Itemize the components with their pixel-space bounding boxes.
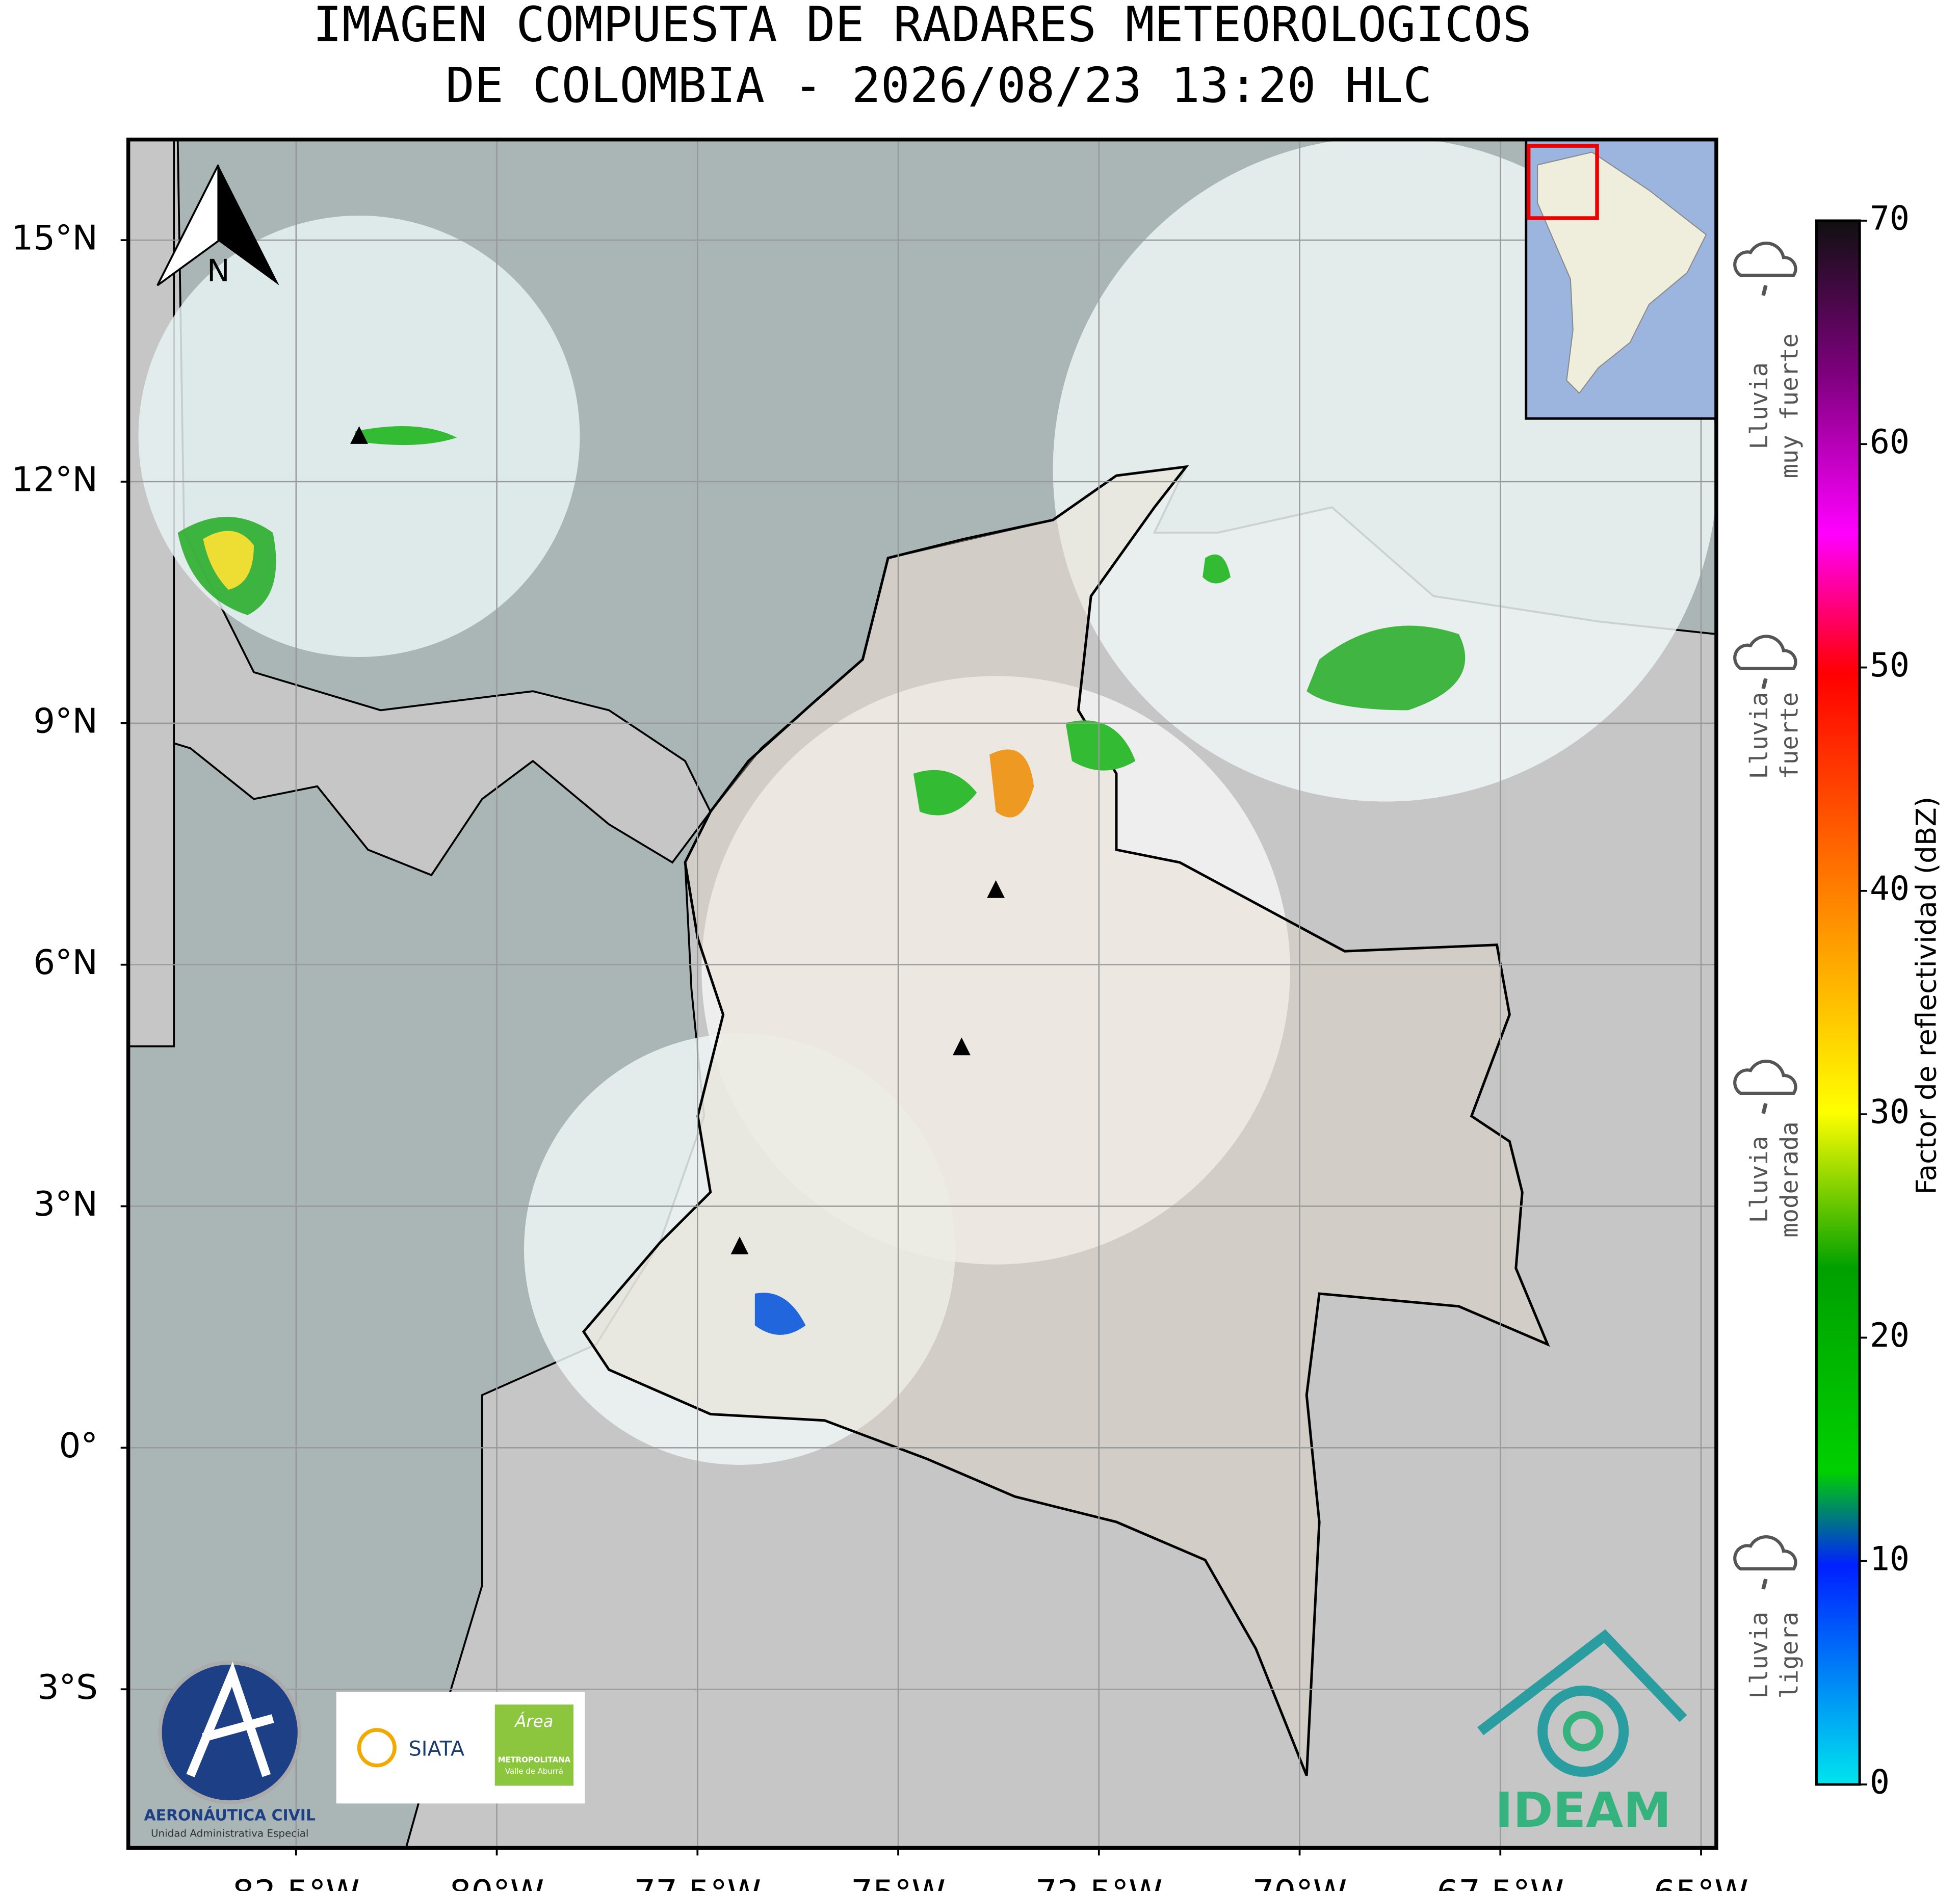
ideam-logo: IDEAM xyxy=(1477,1629,1687,1839)
radar-echo xyxy=(355,426,457,445)
radar-site xyxy=(350,426,368,444)
title-line: IMAGEN COMPUESTA DE RADARES METEOROLOGIC… xyxy=(313,0,1532,53)
rain-icon xyxy=(1733,1059,1797,1095)
colorbar-tick-label: 50 xyxy=(1870,646,1910,685)
aerocivil-subtitle: Unidad Administrativa Especial xyxy=(151,1828,308,1840)
map-area: N AERONÁUTICA CIVIL Unidad Administrativ… xyxy=(128,139,1716,1848)
north-label: N xyxy=(207,254,230,289)
rain-legend-item: Lluvia muy fuerte xyxy=(1733,241,1804,479)
x-tick-label: 77.5°W xyxy=(634,1873,762,1891)
y-tick-label: 3°N xyxy=(33,1184,98,1224)
y-tick-label: 12°N xyxy=(12,460,98,500)
radar-echo xyxy=(1203,554,1231,584)
area-logo-box xyxy=(494,1704,574,1786)
land-strip xyxy=(128,139,175,1047)
ideam-name: IDEAM xyxy=(1495,1782,1671,1839)
radar-echo xyxy=(754,1293,806,1335)
radar-echo xyxy=(913,770,977,816)
rain-drop xyxy=(1761,1102,1768,1114)
area-subtitle: METROPOLITANA xyxy=(498,1755,571,1765)
siata-sun xyxy=(357,1728,397,1768)
partner-logos: SIATA Área METROPOLITANA Valle de Aburrá xyxy=(336,1692,585,1804)
rain-legend-label: Lluvia xyxy=(1745,1612,1773,1699)
rain-legend-label: ligera xyxy=(1776,1612,1804,1699)
area-subtitle: Valle de Aburrá xyxy=(505,1767,563,1776)
radar-echo xyxy=(989,749,1034,818)
x-tick-label: 72.5°W xyxy=(1035,1873,1163,1891)
colorbar-tick-label: 10 xyxy=(1870,1540,1910,1578)
rain-legend-item: Lluvia moderada xyxy=(1733,1059,1804,1238)
rain-drop xyxy=(1761,678,1768,690)
rain-legend-label: fuerte xyxy=(1776,692,1804,779)
rain-legend-label: muy fuerte xyxy=(1776,333,1804,479)
central-america-land xyxy=(128,139,712,877)
colorbar-tick-label: 20 xyxy=(1870,1317,1910,1355)
colorbar-tick-label: 30 xyxy=(1870,1093,1910,1132)
x-tick-label: 67.5°W xyxy=(1436,1873,1564,1891)
rain-icon xyxy=(1733,1535,1797,1571)
inset-extent-box xyxy=(1526,144,1599,220)
aerocivil-logo: AERONÁUTICA CIVIL Unidad Administrativa … xyxy=(144,1661,316,1840)
rain-icon xyxy=(1733,635,1797,670)
ideam-roof xyxy=(1477,1629,1687,1736)
y-tick-label: 3°S xyxy=(37,1667,98,1707)
y-tick-label: 0° xyxy=(59,1426,98,1465)
radar-echo xyxy=(1065,720,1136,771)
colorbar-tick-label: 0 xyxy=(1870,1764,1890,1802)
colorbar-tick-label: 70 xyxy=(1870,200,1910,238)
rain-drop xyxy=(1761,1578,1768,1590)
inset-land xyxy=(1537,151,1707,394)
rain-icon xyxy=(1733,241,1797,277)
y-tick-label: 15°N xyxy=(12,218,98,258)
x-tick-label: 82.5°W xyxy=(232,1873,360,1891)
rain-legend-label: Lluvia xyxy=(1745,1136,1773,1223)
aerocivil-glyph xyxy=(186,1661,274,1777)
colorbar-label: Factor de reflectividad (dBZ) xyxy=(1910,797,1943,1195)
rain-drop xyxy=(1761,284,1768,296)
area-name: Área xyxy=(514,1712,553,1731)
ideam-swirl-inner xyxy=(1562,1711,1604,1752)
x-tick-label: 65°W xyxy=(1654,1873,1748,1891)
rain-legend-label: Lluvia xyxy=(1745,362,1773,450)
colorbar-tick-label: 60 xyxy=(1870,423,1910,461)
colorbar xyxy=(1815,219,1861,1786)
colorbar-tick-label: 40 xyxy=(1870,870,1910,908)
title-line: DE COLOMBIA - 2026/08/23 13:20 HLC xyxy=(446,58,1432,114)
rain-legend-item: Lluvia fuerte xyxy=(1733,635,1804,779)
inset-map xyxy=(1525,139,1716,420)
rain-legend-label: Lluvia xyxy=(1745,692,1773,779)
graticule xyxy=(128,139,1716,1848)
radar-echo xyxy=(203,531,254,590)
rain-legend-label: moderada xyxy=(1776,1121,1804,1238)
y-tick-label: 6°N xyxy=(33,942,98,982)
y-tick-label: 9°N xyxy=(33,701,98,741)
radar-site xyxy=(987,880,1005,898)
siata-name: SIATA xyxy=(409,1737,465,1761)
aerocivil-name: AERONÁUTICA CIVIL xyxy=(144,1806,316,1825)
radar-site xyxy=(730,1237,749,1254)
rain-legend-item: Lluvia ligera xyxy=(1733,1535,1804,1699)
radar-echo xyxy=(1306,625,1466,711)
radar-site xyxy=(953,1037,971,1056)
ideam-swirl xyxy=(1537,1685,1629,1777)
x-tick-label: 70°W xyxy=(1252,1873,1347,1891)
x-tick-label: 75°W xyxy=(851,1873,945,1891)
x-tick-label: 80°W xyxy=(450,1873,544,1891)
map-frame xyxy=(126,137,1718,1850)
